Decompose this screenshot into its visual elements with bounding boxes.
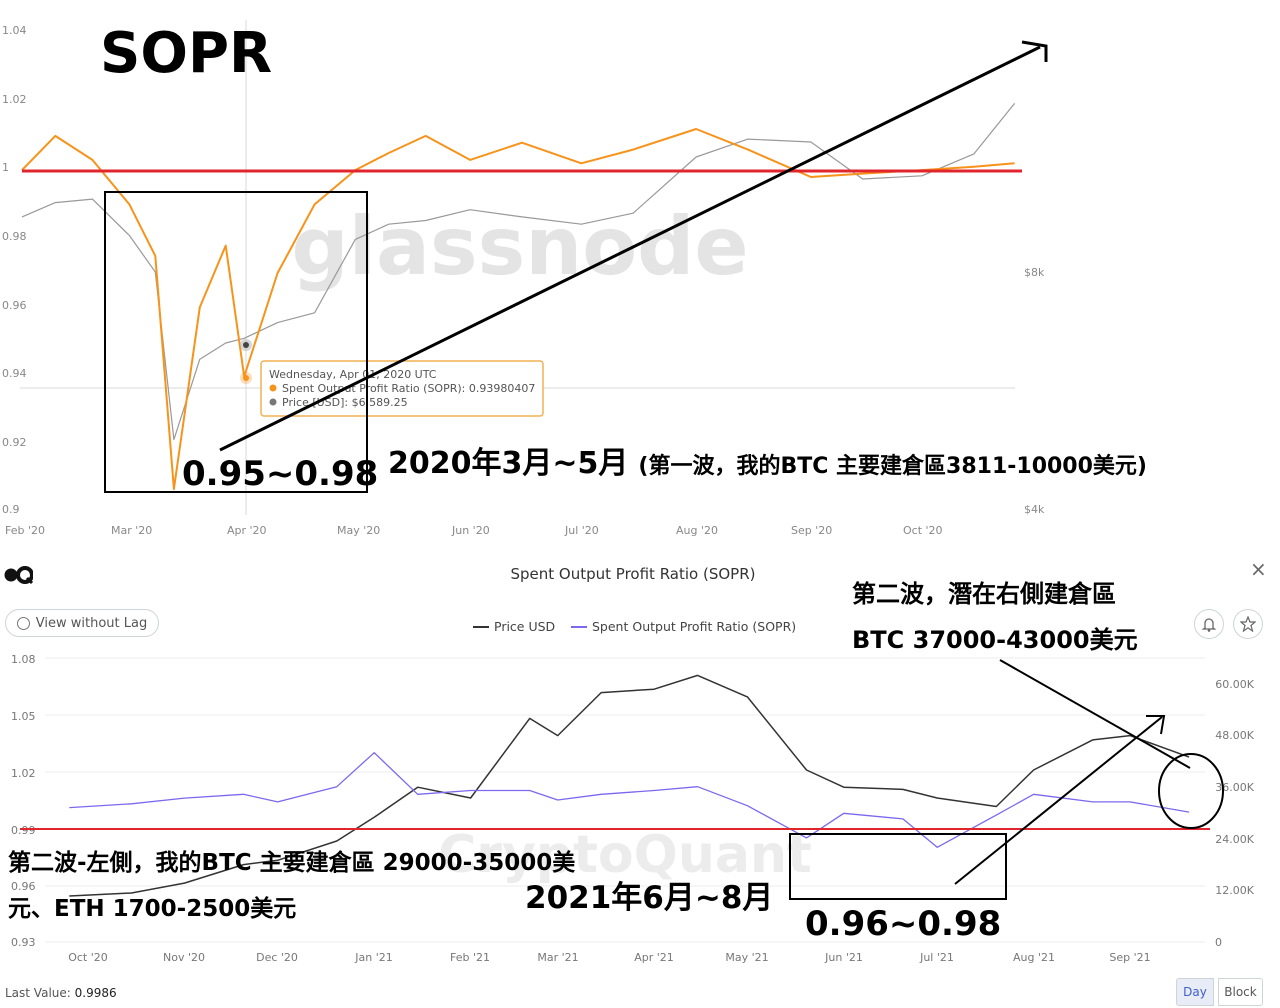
bottom-y-tick: 1.08 — [11, 653, 36, 666]
tooltip-date: Wednesday, Apr 01, 2020 UTC — [269, 368, 437, 381]
bottom-right-tick: 24.00K — [1215, 833, 1254, 846]
chart-title: Spent Output Profit Ratio (SOPR) — [510, 565, 756, 583]
bottom-watermark: CryptoQuant — [438, 825, 812, 885]
bottom-y-tick: 0.96 — [11, 880, 36, 893]
star-icon — [1240, 616, 1256, 632]
top-x-tick: Apr '20 — [227, 524, 267, 537]
bottom-x-tick: Jul '21 — [919, 951, 954, 964]
top-x-tick: Aug '20 — [676, 524, 718, 537]
top-right-tick: $8k — [1024, 266, 1045, 279]
sopr-series-line — [21, 128, 1015, 490]
top-right-tick: $4k — [1024, 503, 1045, 516]
bottom-annotation-box — [789, 833, 1007, 900]
ann-left-line2: 元、ETH 1700-2500美元 — [8, 895, 296, 922]
top-y-axis: 1.04 1.02 1 0.98 0.96 0.94 0.92 0.9 — [2, 24, 27, 516]
last-value: Last Value: 0.9986 — [5, 986, 117, 1000]
bottom-y-tick: 0.93 — [11, 936, 36, 949]
top-y-tick: 0.98 — [2, 230, 27, 243]
ann-right-line1: 第二波，潛在右側建倉區 — [852, 580, 1116, 608]
top-y-tick: 0.92 — [2, 436, 27, 449]
bottom-x-tick: Aug '21 — [1013, 951, 1055, 964]
star-button[interactable] — [1233, 609, 1263, 639]
bottom-gridlines — [45, 657, 1205, 943]
top-tooltip: Wednesday, Apr 01, 2020 UTC Spent Output… — [260, 360, 544, 417]
bottom-y-tick: 1.02 — [11, 767, 36, 780]
top-y-tick: 1.02 — [2, 93, 27, 106]
top-chart: glassnode 1.04 1.02 1 0.98 0.96 0.94 0.9… — [2, 20, 1147, 537]
bottom-x-tick: Jan '21 — [354, 951, 392, 964]
ann-right-line2: BTC 37000-43000美元 — [852, 626, 1138, 654]
bottom-pointer-line — [999, 659, 1191, 769]
bottom-y-tick: 1.05 — [11, 710, 36, 723]
price-hover-marker — [243, 342, 249, 348]
bottom-annotation-circle — [1158, 753, 1224, 829]
top-x-tick: Jul '20 — [564, 524, 599, 537]
bottom-right-tick: 0 — [1215, 936, 1222, 949]
tooltip-sopr: Spent Output Profit Ratio (SOPR): 0.9398… — [282, 382, 535, 395]
bottom-right-axis: 60.00K 48.00K 36.00K 24.00K 12.00K 0 — [1215, 678, 1255, 949]
top-annotation-box — [104, 191, 368, 493]
price-usd-series-line — [69, 674, 1190, 897]
sopr-hover-marker — [243, 375, 249, 381]
bottom-x-tick: May '21 — [725, 951, 768, 964]
bottom-box-label: 0.96~0.98 — [805, 904, 1001, 944]
top-y-tick: 1.04 — [2, 24, 27, 37]
top-x-axis: Feb '20 Mar '20 Apr '20 May '20 Jun '20 … — [5, 524, 943, 537]
tooltip-price: Price [USD]: $6,589.25 — [282, 396, 408, 409]
clock-icon — [16, 616, 30, 630]
bottom-x-tick: Apr '21 — [634, 951, 674, 964]
top-watermark: glassnode — [291, 200, 748, 293]
bottom-x-tick: Dec '20 — [256, 951, 298, 964]
top-trend-arrowhead — [1021, 40, 1048, 62]
bottom-x-tick: Jun '21 — [824, 951, 863, 964]
ann-period: 2021年6月~8月 — [525, 880, 773, 916]
legend-sopr-label: Spent Output Profit Ratio (SOPR) — [592, 619, 796, 634]
top-trend-arrow — [219, 45, 1041, 452]
bottom-x-tick: Nov '20 — [163, 951, 205, 964]
bottom-right-tick: 48.00K — [1215, 729, 1254, 742]
tooltip-sopr-dot — [269, 384, 277, 392]
bottom-x-tick: Feb '21 — [450, 951, 490, 964]
bottom-trend-arrow — [954, 716, 1163, 885]
top-y-tick: 1 — [2, 161, 9, 174]
bottom-right-tick: 12.00K — [1215, 884, 1254, 897]
bell-icon — [1202, 617, 1216, 632]
period-day-button[interactable]: Day — [1176, 978, 1214, 1006]
top-x-tick: May '20 — [337, 524, 380, 537]
bottom-x-tick: Sep '21 — [1109, 951, 1150, 964]
period-block-button[interactable]: Block — [1218, 978, 1263, 1006]
top-x-tick: Feb '20 — [5, 524, 45, 537]
view-without-lag-label: View without Lag — [35, 615, 148, 631]
ann-left-line1: 第二波-左側，我的BTC 主要建倉區 29000-35000美 — [8, 849, 575, 876]
bottom-x-tick: Mar '21 — [537, 951, 578, 964]
top-y-tick: 0.9 — [2, 503, 20, 516]
bell-button[interactable] — [1194, 609, 1224, 639]
bottom-trend-arrowhead — [1146, 715, 1166, 735]
sopr-series-line-bottom — [69, 752, 1190, 848]
top-x-tick: Mar '20 — [111, 524, 152, 537]
top-x-tick: Oct '20 — [903, 524, 943, 537]
bottom-y-axis: 1.08 1.05 1.02 0.99 0.96 0.93 — [11, 653, 36, 949]
price-series-line — [21, 103, 1016, 441]
tooltip-price-dot — [269, 398, 277, 406]
top-x-tick: Jun '20 — [451, 524, 490, 537]
sopr-big-label: SOPR — [100, 21, 272, 86]
bottom-right-tick: 36.00K — [1215, 781, 1254, 794]
cryptoquant-logo[interactable] — [3, 565, 34, 585]
bottom-x-tick: Oct '20 — [68, 951, 108, 964]
bottom-x-axis: Oct '20 Nov '20 Dec '20 Jan '21 Feb '21 … — [68, 951, 1150, 964]
legend-price-label: Price USD — [494, 619, 555, 634]
top-y-tick: 0.94 — [2, 367, 27, 380]
close-icon[interactable]: × — [1250, 557, 1267, 581]
bottom-right-tick: 60.00K — [1215, 678, 1254, 691]
top-x-tick: Sep '20 — [791, 524, 832, 537]
top-box-label: 0.95~0.98 — [182, 454, 378, 494]
top-wave-label: 2020年3月~5月 (第一波，我的BTC 主要建倉區3811-10000美元) — [388, 446, 1147, 481]
bottom-y-tick: 0.99 — [11, 824, 36, 837]
view-without-lag-button[interactable]: View without Lag — [5, 609, 159, 637]
top-y-tick: 0.96 — [2, 299, 27, 312]
legend: Price USD Spent Output Profit Ratio (SOP… — [473, 619, 796, 634]
